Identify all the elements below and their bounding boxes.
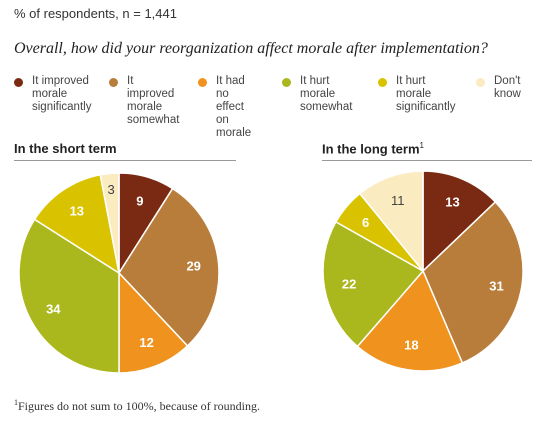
pie-slice-label: 12 [139,335,153,350]
pie-slice [422,200,524,364]
pie-slice [118,187,220,347]
legend-label: It had no effect on morale [216,75,252,139]
pie-slice [33,173,121,275]
panel-title-text: In the short term [14,141,117,156]
pie-slice-label: 22 [342,276,356,291]
panel-title-text: In the long term [322,141,420,157]
pie-slice-label: 3 [107,182,114,197]
footnote-marker: 1 [419,141,424,150]
legend-label: It hurt morale significantly [396,75,456,113]
pie-slice-label: 34 [46,302,61,317]
pie-slice [358,170,424,274]
legend-swatch [476,78,485,87]
chart-subtitle: % of respondents, n = 1,441 [14,6,177,21]
footnote-text: Figures do not sum to 100%, because of r… [18,399,260,413]
pie-slice-label: 13 [445,195,459,210]
pie-slice [118,271,189,374]
footnote: 1Figures do not sum to 100%, because of … [14,398,260,414]
pie-slice-label: 11 [391,193,405,208]
chart-question: Overall, how did your reorganization aff… [14,40,488,57]
divider-short-term [14,160,236,161]
panel-title-long-term: In the long term1 [322,141,424,156]
pie-slice-label: 29 [186,258,200,273]
pie-slice-label: 31 [489,279,503,294]
legend-label: It improved morale somewhat [127,75,180,126]
legend-label: It improved morale significantly [32,75,92,113]
pie-slice [422,170,497,273]
pie-slice [322,220,425,348]
legend-swatch [198,78,207,87]
legend-swatch [14,78,23,87]
legend: It improved morale significantly It impr… [14,75,534,139]
pie-slice-label: 13 [70,204,84,219]
legend-swatch [109,78,118,87]
panel-title-short-term: In the short term [14,141,117,156]
pie-chart-short-term: 9 29 12 34 13 3 [18,172,220,374]
footnote-marker: 1 [14,398,18,407]
legend-swatch [282,78,291,87]
pie-slice [356,269,464,372]
legend-swatch [378,78,387,87]
divider-long-term [322,160,532,161]
pie-slice-label: 6 [362,215,369,230]
pie-slice [99,172,120,274]
legend-label: Don't know [494,75,521,100]
legend-label: It hurt morale somewhat [300,75,353,113]
pie-chart-long-term: 13 31 18 22 6 11 [322,170,524,372]
pie-slice-label: 18 [404,338,418,353]
pie-slice-label: 9 [136,194,143,209]
